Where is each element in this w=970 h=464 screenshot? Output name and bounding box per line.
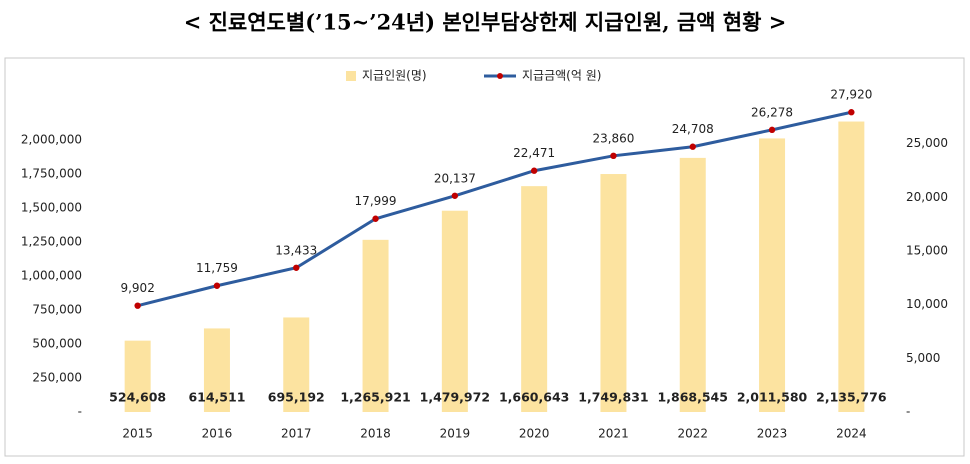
bar-value-label: 1,660,643 bbox=[499, 390, 569, 405]
y2-tick-label: 10,000 bbox=[906, 297, 948, 311]
x-tick-label: 2023 bbox=[757, 427, 788, 441]
y-tick-label: 1,000,000 bbox=[21, 269, 82, 283]
y-tick-label: 1,250,000 bbox=[21, 235, 82, 249]
line bbox=[137, 110, 852, 308]
bar-value-label: 695,192 bbox=[268, 390, 325, 405]
line-marker bbox=[848, 109, 855, 116]
bar bbox=[679, 157, 706, 412]
x-tick-label: 2016 bbox=[202, 427, 233, 441]
bar bbox=[283, 317, 310, 412]
line-marker bbox=[213, 282, 221, 289]
line-marker bbox=[134, 302, 141, 309]
y2-tick-label: 20,000 bbox=[906, 190, 948, 204]
line-marker bbox=[768, 126, 776, 134]
y-tick-label: 750,000 bbox=[32, 303, 82, 317]
x-tick-label: 2017 bbox=[281, 427, 312, 441]
bar bbox=[362, 239, 389, 412]
line-marker bbox=[610, 152, 617, 160]
bar-value-label: 1,479,972 bbox=[420, 390, 490, 405]
y-tick-label: 1,750,000 bbox=[21, 167, 82, 181]
y2-tick-label: - bbox=[906, 405, 910, 419]
y-tick-label: 250,000 bbox=[32, 371, 82, 385]
line-value-label: 22,471 bbox=[513, 146, 555, 160]
line-value-label: 26,278 bbox=[751, 105, 793, 119]
x-tick-label: 2019 bbox=[440, 427, 471, 441]
bar bbox=[203, 328, 230, 412]
line-value-label: 24,708 bbox=[672, 122, 714, 136]
chart-title: < 진료연도별(’15~’24년) 본인부담상한제 지급인원, 금액 현황 > bbox=[184, 10, 787, 35]
bar-value-label: 2,135,776 bbox=[816, 390, 887, 405]
line-value-label: 23,860 bbox=[592, 131, 634, 145]
legend-label: 지급인원(명) bbox=[362, 69, 427, 83]
x-tick-label: 2022 bbox=[677, 427, 708, 441]
bar-value-label: 1,265,921 bbox=[340, 390, 410, 405]
bar-value-label: 1,868,545 bbox=[658, 390, 728, 405]
line-marker bbox=[372, 215, 379, 222]
y-tick-label: 2,000,000 bbox=[21, 133, 82, 147]
line-marker bbox=[689, 143, 696, 150]
line-value-label: 20,137 bbox=[434, 171, 476, 185]
line-value-label: 9,902 bbox=[120, 281, 154, 295]
bar-value-label: 2,011,580 bbox=[737, 390, 808, 405]
line-marker bbox=[293, 264, 300, 271]
bar bbox=[124, 340, 151, 412]
y2-tick-label: 5,000 bbox=[906, 351, 940, 365]
line-value-label: 13,433 bbox=[275, 243, 317, 257]
y-tick-label: - bbox=[78, 405, 82, 419]
y2-tick-label: 25,000 bbox=[906, 136, 948, 150]
line-marker bbox=[530, 167, 538, 174]
legend-swatch bbox=[346, 71, 356, 81]
x-tick-label: 2018 bbox=[360, 427, 391, 441]
x-tick-label: 2015 bbox=[122, 427, 153, 441]
bar-value-label: 614,511 bbox=[188, 390, 245, 405]
x-tick-label: 2024 bbox=[836, 427, 867, 441]
bar bbox=[759, 138, 786, 413]
line-value-label: 17,999 bbox=[355, 194, 397, 208]
x-tick-label: 2021 bbox=[598, 427, 629, 441]
x-tick-label: 2020 bbox=[519, 427, 550, 441]
y2-tick-label: 15,000 bbox=[906, 243, 948, 257]
bar bbox=[441, 210, 468, 412]
bar bbox=[521, 186, 548, 412]
y-tick-label: 1,500,000 bbox=[21, 201, 82, 215]
line-value-label: 11,759 bbox=[196, 261, 238, 275]
bar bbox=[600, 174, 627, 412]
bar bbox=[838, 121, 865, 413]
line-value-label: 27,920 bbox=[830, 88, 872, 102]
line-marker bbox=[451, 192, 459, 199]
legend-label: 지급금액(억 원) bbox=[522, 69, 601, 83]
legend-marker bbox=[497, 73, 503, 79]
bar-value-label: 524,608 bbox=[109, 390, 166, 405]
y-tick-label: 500,000 bbox=[32, 337, 82, 351]
chart-frame bbox=[4, 57, 965, 457]
bar-value-label: 1,749,831 bbox=[578, 390, 648, 405]
